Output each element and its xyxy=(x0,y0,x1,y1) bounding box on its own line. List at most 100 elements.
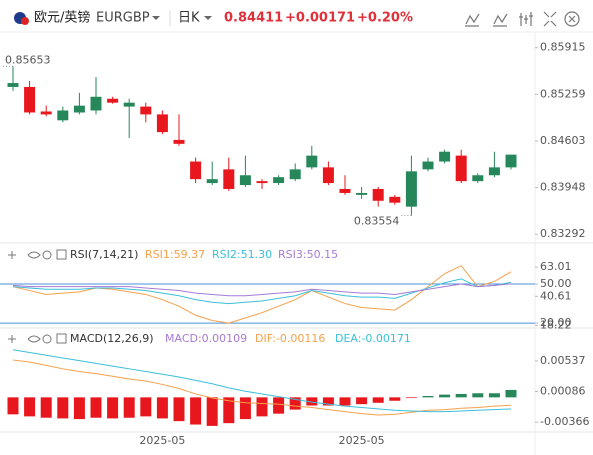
macd-bar xyxy=(339,397,351,406)
y-tick-label: 40.61 xyxy=(540,289,572,302)
flag-icon xyxy=(21,17,29,25)
candle-body xyxy=(472,175,484,182)
y-tick-label: 50.00 xyxy=(540,277,572,290)
candle-body xyxy=(239,175,251,186)
legend-entry: RSI1:59.37 xyxy=(145,248,205,261)
macd-bar xyxy=(289,397,301,410)
low-annotation: 0.83554 xyxy=(354,215,400,228)
candle-body xyxy=(73,105,85,113)
macd-bar xyxy=(206,397,218,426)
macd-bar xyxy=(173,397,185,422)
y-tick-label: 63.01 xyxy=(540,260,572,273)
macd-bar xyxy=(7,397,19,415)
macd-bar xyxy=(73,397,85,420)
macd-bar xyxy=(123,397,135,418)
candle-body xyxy=(107,98,119,103)
candle-body xyxy=(123,102,135,107)
checkbox[interactable] xyxy=(56,249,67,260)
candle-body xyxy=(24,86,36,113)
candle-body xyxy=(7,83,19,87)
tool-icon[interactable] xyxy=(465,13,480,27)
macd-bar xyxy=(322,397,334,406)
y-tick-label: 0.83292 xyxy=(540,227,586,240)
macd-bar xyxy=(488,393,500,398)
price: 0.84411 xyxy=(224,11,283,26)
candle-body xyxy=(90,96,102,111)
candle-body xyxy=(256,181,268,184)
macd-bar xyxy=(372,397,384,403)
settings-icon[interactable] xyxy=(42,334,52,344)
macd-bar xyxy=(273,397,285,414)
y-tick-label: 18.22 xyxy=(540,318,572,331)
price-change: +0.00171 xyxy=(285,11,355,26)
macd-bar xyxy=(439,394,451,398)
x-tick-label: 2025-05 xyxy=(139,434,185,447)
indicator-icon[interactable] xyxy=(519,12,533,26)
macd-bar xyxy=(306,397,318,406)
macd-bar xyxy=(57,397,69,419)
macd-line xyxy=(12,359,512,416)
settings-icon[interactable] xyxy=(42,250,52,260)
macd-bar xyxy=(223,397,235,424)
candle-body xyxy=(505,154,517,168)
y-tick-label: 0.85915 xyxy=(540,41,586,54)
x-tick-label: 2025-05 xyxy=(339,434,385,447)
candle-body xyxy=(389,196,401,203)
period[interactable]: 日K xyxy=(178,11,200,26)
close-icon[interactable] xyxy=(568,15,576,23)
collapse-icon[interactable] xyxy=(8,335,16,343)
price-change-percent: +0.20% xyxy=(357,11,413,26)
candle-body xyxy=(439,151,451,162)
candle-body xyxy=(339,188,351,193)
macd-bar xyxy=(389,397,401,401)
candle-body xyxy=(206,179,218,184)
indicator-title: MACD(12,26,9) xyxy=(70,332,154,345)
dropdown-icon[interactable] xyxy=(204,16,212,20)
rsi-line xyxy=(12,283,512,297)
fullscreen-icon[interactable] xyxy=(543,11,557,27)
y-tick-label: -0.00366 xyxy=(540,415,589,428)
candle-body xyxy=(173,139,185,144)
macd-bar xyxy=(107,397,119,419)
indicator-title: RSI(7,14,21) xyxy=(70,248,138,261)
close-icon[interactable] xyxy=(564,11,580,27)
eye-icon[interactable] xyxy=(27,335,41,343)
rsi-line xyxy=(12,278,512,305)
macd-bar xyxy=(405,397,417,399)
y-tick-label: 0.84603 xyxy=(540,134,586,147)
macd-bar xyxy=(472,393,484,398)
candle-body xyxy=(57,110,69,121)
y-tick-label: 20.00 xyxy=(540,316,572,329)
candle-body xyxy=(455,155,467,182)
legend-entry: DEA:-0.00171 xyxy=(335,332,411,345)
macd-line xyxy=(12,349,512,413)
tool-icon[interactable] xyxy=(493,13,508,27)
candle-body xyxy=(273,177,285,184)
symbol: EURGBP xyxy=(96,11,150,26)
candle-body xyxy=(322,167,334,184)
macd-bar xyxy=(90,397,102,418)
candle-body xyxy=(190,161,202,180)
legend-entry: MACD:0.00109 xyxy=(165,332,247,345)
legend-entry: RSI3:50.15 xyxy=(278,248,338,261)
candle-body xyxy=(488,167,500,176)
candle-body xyxy=(289,169,301,180)
macd-bar xyxy=(156,397,168,419)
y-tick-label: 0.85259 xyxy=(540,87,586,100)
candle-body xyxy=(156,114,168,133)
high-annotation: 0.85653 xyxy=(5,53,51,66)
y-tick-label: 0.00537 xyxy=(540,354,586,367)
candle-body xyxy=(306,155,318,168)
eye-icon[interactable] xyxy=(27,251,41,259)
y-tick-label: 0.00086 xyxy=(540,385,586,398)
macd-bar xyxy=(455,393,467,398)
macd-bar xyxy=(40,397,52,418)
macd-bar xyxy=(140,397,152,417)
checkbox[interactable] xyxy=(56,333,67,344)
y-tick-label: 0.83948 xyxy=(540,181,586,194)
dropdown-icon[interactable] xyxy=(152,16,160,20)
candle-body xyxy=(223,169,235,189)
macd-bar xyxy=(256,397,268,417)
collapse-icon[interactable] xyxy=(8,251,16,259)
